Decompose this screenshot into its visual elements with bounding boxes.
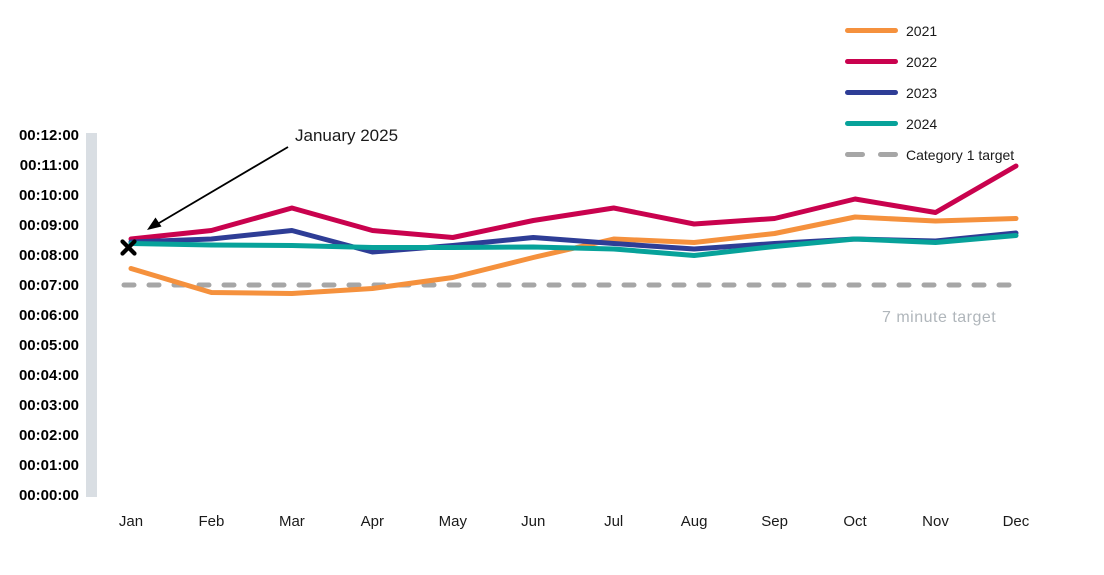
x-marker-january-2025 (120, 239, 137, 256)
x-axis-tick-label: Aug (680, 513, 708, 530)
x-axis-tick-label: Jan (118, 513, 144, 530)
series-line-2022 (128, 163, 1019, 242)
line-swatch-icon (845, 90, 898, 95)
x-axis: Jan Feb Mar Apr May Jun Jul Aug Sep Oct Nov Dec (0, 513, 1104, 537)
legend: 2021 2022 2023 2024 Category 1 target (845, 15, 1095, 170)
x-axis-tick-label: May (438, 513, 467, 530)
x-axis-tick-label: Dec (1002, 513, 1030, 530)
annotation-arrowhead-icon (147, 217, 162, 230)
y-axis-tick-label: 00:09:00 (18, 216, 79, 234)
y-axis-bar (86, 133, 97, 497)
x-axis-tick-label: Oct (843, 513, 867, 530)
y-axis-tick-label: 00:05:00 (18, 336, 79, 354)
y-axis-tick-label: 00:11:00 (19, 156, 79, 174)
y-axis: 00:00:00 00:01:00 00:02:00 00:03:00 00:04:00… (0, 0, 79, 575)
legend-label: Category 1 target (906, 146, 1015, 163)
legend-item-2022: 2022 (845, 46, 1095, 77)
legend-label: 2021 (906, 22, 938, 39)
x-axis-tick-label: Nov (922, 513, 949, 530)
y-axis-tick-label: 00:08:00 (18, 246, 79, 264)
annotation-arrow (153, 146, 289, 227)
x-axis-tick-label: Jun (521, 513, 546, 530)
y-axis-tick-label: 00:06:00 (18, 306, 79, 324)
y-axis-tick-label: 00:01:00 (18, 456, 79, 474)
series-line-2021 (128, 214, 1019, 296)
x-axis-tick-label: Feb (198, 513, 225, 530)
legend-item-2024: 2024 (845, 108, 1095, 139)
series-line-2024 (128, 233, 1019, 258)
y-axis-tick-label: 00:00:00 (18, 486, 79, 504)
x-axis-tick-label: Jul (604, 513, 624, 530)
legend-item-2023: 2023 (845, 77, 1095, 108)
legend-label: 2022 (906, 53, 938, 70)
line-swatch-icon (845, 121, 898, 126)
legend-label: 2024 (906, 115, 938, 132)
y-axis-tick-label: 00:12:00 (18, 126, 79, 144)
y-axis-tick-label: 00:03:00 (18, 396, 79, 414)
y-axis-tick-label: 00:04:00 (18, 366, 79, 384)
line-swatch-icon (845, 28, 898, 33)
y-axis-tick-label: 00:07:00 (18, 276, 79, 294)
line-swatch-icon (845, 59, 898, 64)
x-axis-tick-label: Sep (761, 513, 788, 530)
y-axis-tick-label: 00:02:00 (18, 426, 79, 444)
dashed-line-swatch-icon (845, 152, 898, 157)
legend-label: 2023 (906, 84, 938, 101)
x-axis-tick-label: Apr (360, 513, 385, 530)
annotation-label-january-2025: January 2025 (295, 126, 399, 145)
target-note-label: 7 minute target (882, 309, 997, 326)
x-axis-tick-label: Mar (278, 513, 305, 530)
legend-item-category-1-target: Category 1 target (845, 139, 1095, 170)
y-axis-tick-label: 00:10:00 (18, 186, 79, 204)
legend-item-2021: 2021 (845, 15, 1095, 46)
